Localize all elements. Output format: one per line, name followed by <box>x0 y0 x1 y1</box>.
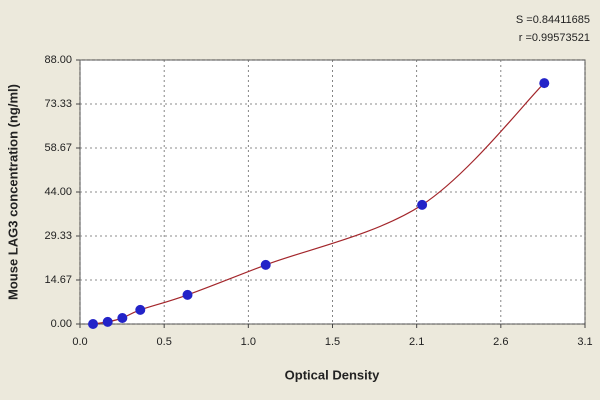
annotation: S =0.84411685 <box>516 14 590 26</box>
x-axis-title: Optical Density <box>285 367 380 382</box>
data-point <box>117 313 128 323</box>
x-tick-label: 1.5 <box>325 336 340 348</box>
y-tick-label: 88.00 <box>44 54 72 66</box>
y-tick-label: 58.67 <box>44 142 72 154</box>
x-tick-label: 3.1 <box>577 336 592 348</box>
y-axis-title: Mouse LAG3 concentration (ng/ml) <box>5 84 20 300</box>
y-tick-label: 44.00 <box>44 186 72 198</box>
data-point <box>260 259 271 270</box>
data-point <box>182 289 193 300</box>
annotation: r =0.99573521 <box>519 32 590 44</box>
y-tick-label: 73.33 <box>44 98 72 110</box>
x-tick-label: 2.6 <box>493 336 508 348</box>
data-point <box>539 78 550 89</box>
data-point <box>88 319 99 329</box>
fit-curve <box>92 82 545 325</box>
x-tick-label: 0.5 <box>157 336 172 348</box>
data-point <box>135 304 146 315</box>
y-tick-label: 29.33 <box>44 230 72 242</box>
data-point <box>102 316 113 327</box>
x-tick-label: 1.0 <box>241 336 256 348</box>
y-tick-label: 0.00 <box>51 318 72 330</box>
x-tick-label: 0.0 <box>72 336 87 348</box>
x-tick-label: 2.1 <box>409 336 424 348</box>
y-tick-label: 14.67 <box>44 274 72 286</box>
data-point <box>417 199 428 210</box>
